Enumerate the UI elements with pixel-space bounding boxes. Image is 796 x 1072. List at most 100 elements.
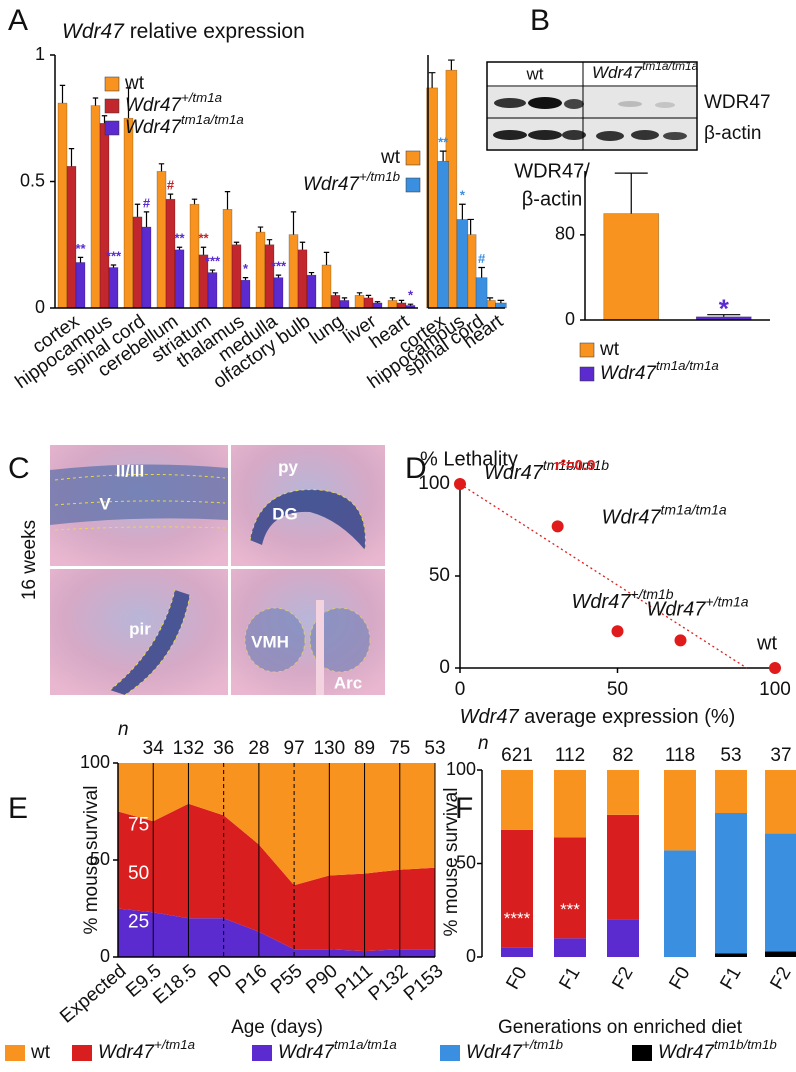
bar-segment [607, 814, 639, 920]
n-value: 53 [424, 738, 445, 759]
bar [66, 166, 77, 309]
point-label: Wdr47+/tm1b [572, 586, 674, 614]
y-axis-title: WDR47/ [514, 160, 590, 182]
significance-label: * [460, 188, 466, 203]
bar-segment [554, 770, 586, 838]
y-axis-title: % mouse survival [441, 788, 462, 937]
error-bar [77, 256, 84, 263]
bar-segment [554, 837, 586, 939]
error-bar [191, 198, 198, 205]
error-bar [134, 203, 141, 217]
inner-label: 50 [128, 863, 149, 884]
bar [475, 277, 488, 309]
significance-label: # [167, 178, 175, 193]
legend-label: wt [599, 339, 620, 360]
error-bar [439, 150, 447, 162]
error-bar [224, 191, 231, 210]
error-bar [332, 292, 339, 296]
point [611, 625, 624, 638]
x-tick-label: 0 [455, 679, 466, 700]
legend-swatch [104, 120, 120, 136]
bar [57, 102, 68, 309]
fit-line [459, 483, 748, 669]
significance-label: ** [198, 231, 209, 246]
n-value: 34 [143, 738, 165, 759]
panel-letter: B [530, 4, 550, 37]
bar [363, 297, 374, 309]
significance-label: ** [75, 241, 86, 256]
bar [339, 300, 350, 309]
significance-label: *** [560, 900, 580, 919]
error-bar [614, 172, 648, 214]
y-tick-label: 50 [456, 852, 476, 872]
bar [123, 117, 134, 309]
error-bar [374, 301, 381, 303]
y-tick-label: 1 [35, 44, 45, 64]
n-value: 621 [501, 745, 533, 766]
significance-label: ** [174, 231, 185, 246]
bar [99, 123, 110, 309]
x-tick-label: P0 [205, 961, 236, 992]
bar-segment [715, 770, 747, 814]
significance-label: ** [438, 135, 449, 150]
panel-letter: D [405, 452, 427, 485]
error-bar [497, 299, 505, 303]
legend-label: wt [30, 1042, 51, 1063]
n-value: 112 [555, 745, 585, 766]
n-label: n [118, 719, 129, 740]
y-tick-label: 100 [418, 473, 450, 494]
significance-label: # [143, 195, 151, 210]
blot-column-label: wt [526, 64, 544, 83]
legend-label: Wdr47+/tm1a [98, 1037, 195, 1063]
legend-swatch [405, 177, 421, 193]
n-value: 130 [313, 738, 345, 759]
error-bar [308, 271, 315, 276]
region-label: Arc [334, 673, 362, 692]
bar [330, 295, 341, 309]
point-label: Wdr47+/tm1a [647, 593, 749, 621]
significance-label: *** [205, 253, 221, 268]
bar [189, 203, 200, 309]
x-tick-label: F0 [502, 964, 531, 994]
y-tick-label: 100 [80, 752, 110, 772]
point-label: Wdr47tm1b/tm1b [484, 457, 609, 485]
x-tick-label: P16 [232, 961, 271, 999]
error-bar [176, 246, 183, 250]
error-bar [428, 72, 436, 88]
bar-segment [501, 829, 533, 948]
n-value: 82 [612, 745, 633, 766]
error-bar [110, 264, 117, 268]
error-bar [407, 303, 414, 306]
bar-segment [715, 953, 747, 957]
error-bar [257, 226, 264, 233]
x-tick-label: 50 [607, 679, 628, 700]
n-value: 89 [354, 738, 375, 759]
bar [222, 209, 233, 309]
bar-segment [501, 947, 533, 957]
y-tick-label: 100 [446, 759, 476, 779]
y-tick-label: 0 [100, 946, 110, 966]
n-value: 97 [284, 738, 305, 759]
legend-label: Wdr47tm1b/tm1b [658, 1037, 777, 1063]
significance-label: * [408, 288, 414, 303]
inner-label: 75 [128, 815, 149, 836]
error-bar [158, 163, 165, 172]
n-value: 28 [248, 738, 269, 759]
x-tick-label: P153 [400, 961, 447, 1006]
legend-label: wt [380, 147, 401, 168]
point-label: wt [756, 632, 777, 654]
error-bar [101, 115, 108, 124]
side-label: 16 weeks [19, 520, 40, 600]
x-axis-title: Wdr47 average expression (%) [460, 706, 736, 728]
bar [132, 216, 143, 309]
area [118, 803, 435, 952]
panel-letter: A [8, 4, 28, 37]
error-bar [365, 294, 372, 298]
bar [306, 274, 317, 309]
n-label: n [478, 733, 489, 754]
error-bar [323, 251, 330, 265]
area [118, 908, 435, 957]
legend-swatch [72, 1045, 92, 1061]
bar [141, 226, 152, 309]
